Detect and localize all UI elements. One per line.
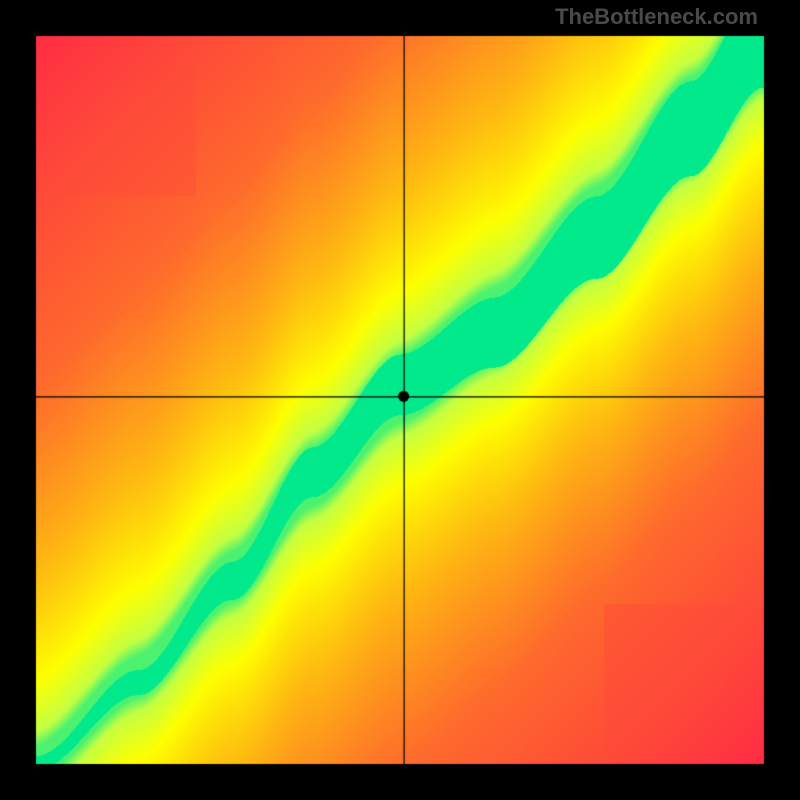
chart-container: TheBottleneck.com (0, 0, 800, 800)
watermark-text: TheBottleneck.com (555, 4, 758, 30)
bottleneck-heatmap-canvas (0, 0, 800, 800)
